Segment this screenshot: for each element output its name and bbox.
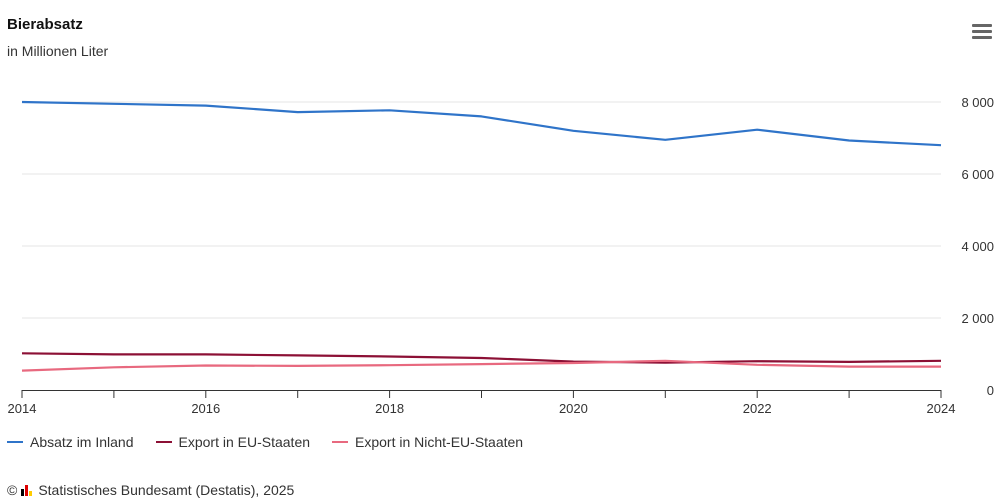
credits-text: Statistisches Bundesamt (Destatis), 2025 [38, 482, 295, 498]
series-line-2[interactable] [21, 352, 942, 364]
x-tick-label: 2014 [8, 401, 37, 416]
legend-item-3[interactable]: Export in Nicht-EU-Staaten [332, 434, 523, 450]
chart-legend: Absatz im Inland Export in EU-Staaten Expo… [7, 434, 523, 450]
hamburger-menu-icon[interactable] [972, 24, 992, 40]
series-line-3[interactable] [21, 359, 941, 372]
chart-subtitle: in Millionen Liter [7, 43, 109, 59]
x-tick-label: 2020 [559, 401, 588, 416]
legend-swatch [332, 441, 349, 443]
x-tick-label: 2018 [375, 401, 404, 416]
y-tick-label: 6 000 [961, 167, 994, 182]
x-tick-label: 2024 [927, 401, 956, 416]
legend-swatch [155, 441, 172, 443]
x-tick-label: 2022 [743, 401, 772, 416]
legend-item-2[interactable]: Export in EU-Staaten [155, 434, 311, 450]
y-tick-label: 8 000 [961, 95, 994, 110]
y-tick-label: 2 000 [961, 311, 994, 326]
line-chart: 0 2 000 4 000 6 000 8 000 2014 2016 2018 2020 20… [8, 95, 994, 416]
series-line-1[interactable] [21, 100, 942, 147]
legend-item-1[interactable]: Absatz im Inland [7, 434, 134, 450]
y-tick-label: 0 [987, 383, 994, 398]
copyright-symbol: © [7, 482, 18, 498]
chart-title: Bierabsatz [7, 16, 83, 33]
x-tick-label: 2016 [191, 401, 220, 416]
y-tick-label: 4 000 [961, 239, 994, 254]
credits: © Statistisches Bundesamt (Destatis), 20… [7, 482, 294, 498]
destatis-logo-icon [21, 484, 33, 496]
legend-label: Export in Nicht-EU-Staaten [355, 434, 524, 450]
legend-label: Absatz im Inland [30, 434, 134, 450]
legend-swatch [7, 441, 23, 443]
legend-label: Export in EU-Staaten [178, 434, 311, 450]
